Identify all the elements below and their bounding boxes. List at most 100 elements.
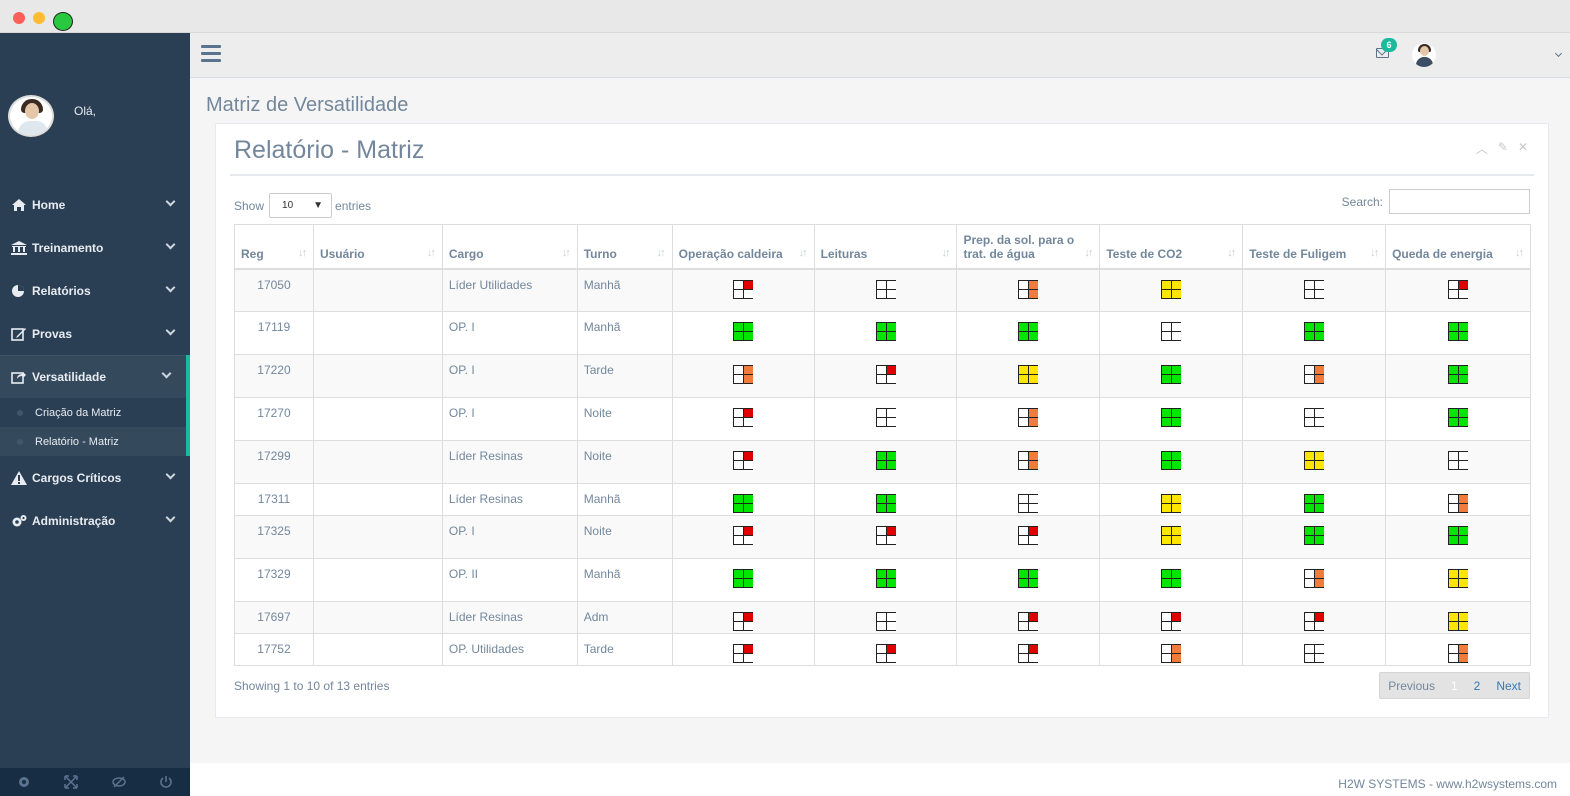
user-menu-chevron-icon[interactable] xyxy=(1554,49,1563,58)
next-button[interactable]: Next xyxy=(1496,678,1521,693)
sidebar-item-home[interactable]: Home xyxy=(0,183,190,226)
close-icon[interactable]: ✕ xyxy=(1517,140,1528,154)
cell-usuario xyxy=(312,268,443,312)
column-header[interactable]: Teste de Fuligem ↓↑ xyxy=(1242,224,1387,270)
column-header[interactable]: Reg ↓↑ xyxy=(234,224,314,270)
skill-level-indicator xyxy=(875,644,896,663)
cell-skill-level xyxy=(1242,397,1387,441)
search-input[interactable] xyxy=(1389,189,1530,214)
maximize-window-button[interactable] xyxy=(53,12,73,31)
column-header-label: Teste de Fuligem xyxy=(1249,246,1347,261)
cell-reg: 17270 xyxy=(234,397,314,441)
menu-toggle-icon[interactable] xyxy=(201,45,221,63)
column-header-label: Turno xyxy=(583,246,617,261)
skill-level-indicator xyxy=(1161,365,1182,384)
sidebar-item-administracao[interactable]: Administração xyxy=(0,499,190,542)
column-header[interactable]: Teste de CO2 ↓↑ xyxy=(1099,224,1244,270)
cell-turno: Noite xyxy=(576,440,673,484)
skill-level-indicator xyxy=(875,569,896,588)
column-header[interactable]: Usuário ↓↑ xyxy=(312,224,443,270)
logout-button[interactable] xyxy=(143,768,191,796)
column-header[interactable]: Cargo ↓↑ xyxy=(441,224,578,270)
cell-skill-level xyxy=(956,397,1101,441)
cell-skill-level xyxy=(1385,311,1531,355)
cell-reg: 17752 xyxy=(234,633,314,666)
profile: Olá, xyxy=(8,95,186,143)
skill-level-indicator xyxy=(875,526,896,545)
cell-skill-level xyxy=(1099,483,1244,516)
cell-skill-level xyxy=(813,354,958,398)
skill-level-indicator xyxy=(1161,494,1182,513)
eye-slash-icon xyxy=(112,776,126,788)
skill-level-indicator xyxy=(1448,451,1469,470)
cogs-icon xyxy=(12,514,27,526)
cell-skill-level xyxy=(1242,483,1387,516)
sidebar-footer xyxy=(0,768,190,796)
avatar xyxy=(8,95,54,137)
close-window-button[interactable] xyxy=(13,12,25,24)
previous-button[interactable]: Previous xyxy=(1388,678,1435,693)
cell-usuario xyxy=(312,397,443,441)
column-header-label: Prep. da sol. para o trat. de água xyxy=(963,232,1075,261)
skill-level-indicator xyxy=(1304,322,1325,341)
sidebar-subitem-criacao-da-matriz[interactable]: Criação da Matriz xyxy=(0,398,186,427)
lock-button[interactable] xyxy=(95,768,143,796)
sort-icon: ↓↑ xyxy=(656,246,666,259)
skill-level-indicator xyxy=(1161,644,1182,663)
table-row: 17329 OP. II Manhã xyxy=(234,558,1531,602)
cell-reg: 17119 xyxy=(234,311,314,355)
page-title: Matriz de Versatilidade xyxy=(206,94,409,116)
cell-skill-level xyxy=(1385,354,1531,398)
sidebar-subitem-relatorio-matriz[interactable]: Relatório - Matriz xyxy=(0,427,186,456)
skill-level-indicator xyxy=(733,569,754,588)
minimize-window-button[interactable] xyxy=(33,12,45,24)
sort-icon: ↓↑ xyxy=(1084,246,1093,259)
cell-turno: Noite xyxy=(576,397,673,441)
sidebar-item-label: Versatilidade xyxy=(32,369,107,384)
chevron-down-icon xyxy=(165,239,176,250)
sidebar-menu: Home Treinamento Relatórios Provas Versa… xyxy=(0,183,190,542)
skill-level-indicator xyxy=(733,451,754,470)
sidebar-item-cargos-criticos[interactable]: Cargos Críticos xyxy=(0,456,190,499)
table-row: 17050 Líder Utilidades Manhã xyxy=(234,268,1531,312)
panel-toolbox: ︿ ✎ ✕ xyxy=(1476,140,1528,157)
skill-level-indicator xyxy=(1304,494,1325,513)
column-header[interactable]: Queda de energia ↓↑ xyxy=(1385,224,1531,270)
sidebar-item-treinamento[interactable]: Treinamento xyxy=(0,226,190,269)
skill-level-indicator xyxy=(875,451,896,470)
bullet-icon xyxy=(17,439,23,445)
cell-cargo: Líder Resinas xyxy=(441,440,578,484)
page-button-1[interactable]: 1 xyxy=(1442,678,1466,693)
chevron-down-icon xyxy=(161,368,172,379)
skill-level-indicator xyxy=(733,644,754,663)
page-button-2[interactable]: 2 xyxy=(1473,678,1481,693)
collapse-icon[interactable]: ︿ xyxy=(1475,142,1488,156)
skill-level-indicator xyxy=(1448,569,1469,588)
wrench-icon[interactable]: ✎ xyxy=(1497,140,1508,154)
column-header[interactable]: Operação caldeira ↓↑ xyxy=(671,224,815,270)
fullscreen-button[interactable] xyxy=(48,768,96,796)
column-header[interactable]: Leituras ↓↑ xyxy=(813,224,958,270)
cell-cargo: OP. I xyxy=(441,515,578,559)
pagination: Previous 1 2 Next xyxy=(1379,672,1530,699)
skill-level-indicator xyxy=(875,279,896,299)
cell-skill-level xyxy=(956,483,1101,516)
skill-level-indicator xyxy=(1018,408,1039,427)
column-header[interactable]: Turno ↓↑ xyxy=(576,224,673,270)
sidebar: Olá, Home Treinamento Relatórios Provas … xyxy=(0,33,190,796)
cell-cargo: OP. I xyxy=(441,354,578,398)
cell-skill-level xyxy=(956,515,1101,559)
sidebar-item-relatorios[interactable]: Relatórios xyxy=(0,269,190,312)
cell-reg: 17220 xyxy=(234,354,314,398)
settings-button[interactable] xyxy=(0,768,48,796)
sidebar-item-versatilidade[interactable]: Versatilidade xyxy=(0,355,190,398)
entries-per-page-select[interactable]: 10 xyxy=(269,193,333,218)
skill-level-indicator xyxy=(1161,451,1182,470)
cell-skill-level xyxy=(1099,558,1244,602)
user-avatar[interactable] xyxy=(1412,43,1436,67)
table-info: Showing 1 to 10 of 13 entries xyxy=(234,679,390,693)
cell-usuario xyxy=(312,311,443,355)
column-header[interactable]: Prep. da sol. para o trat. de água ↓↑ xyxy=(956,224,1101,270)
sidebar-item-provas[interactable]: Provas xyxy=(0,312,190,355)
column-header-label: Operação caldeira xyxy=(678,246,783,261)
